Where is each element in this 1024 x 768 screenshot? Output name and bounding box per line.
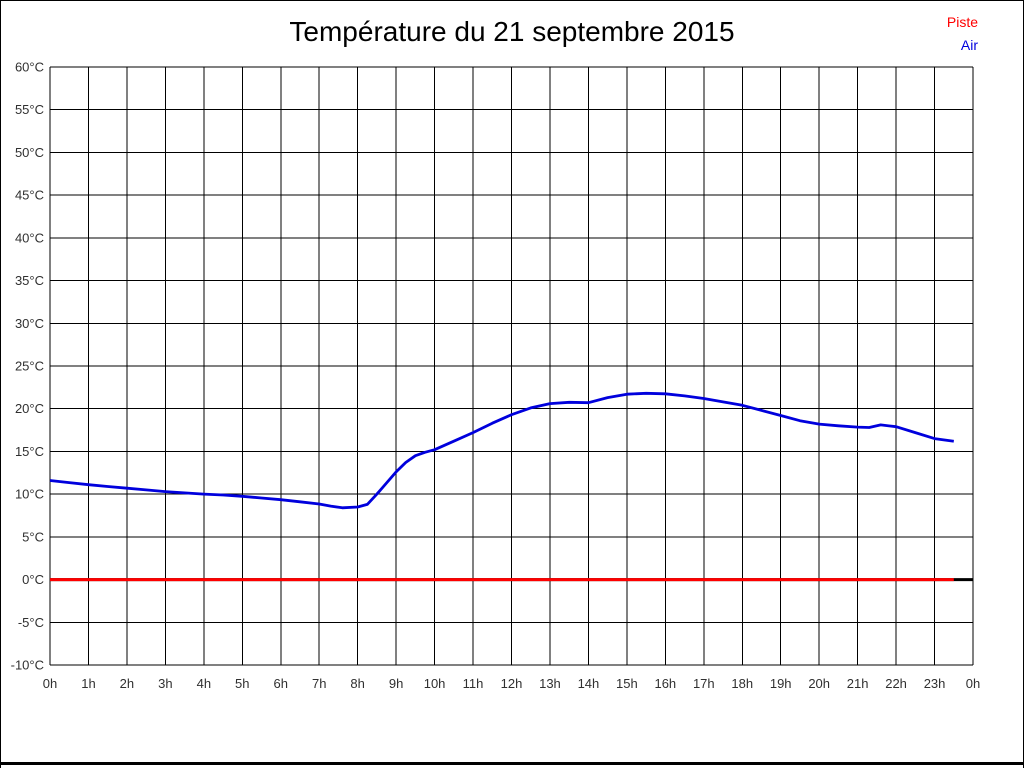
x-tick-label: 19h	[770, 676, 792, 691]
x-tick-label: 17h	[693, 676, 715, 691]
x-tick-label: 20h	[808, 676, 830, 691]
x-tick-label: 3h	[158, 676, 172, 691]
y-tick-label: 40°C	[15, 230, 44, 245]
y-tick-label: 10°C	[15, 487, 44, 502]
gridlines	[49, 66, 974, 666]
x-tick-label: 11h	[463, 676, 484, 691]
bottom-rule	[0, 762, 1024, 765]
x-tick-label: 2h	[120, 676, 134, 691]
y-tick-label: 5°C	[22, 529, 44, 544]
y-axis-labels: 60°C 55°C 50°C 45°C 40°C 35°C 30°C 25°C 20°C 15°C…	[11, 60, 44, 673]
y-tick-label: 0°C	[22, 572, 44, 587]
x-tick-label: 14h	[578, 676, 600, 691]
y-tick-label: 35°C	[15, 273, 44, 288]
y-tick-label: 60°C	[15, 60, 44, 75]
x-tick-label: 0h	[43, 676, 57, 691]
x-tick-label: 9h	[389, 676, 403, 691]
x-tick-label: 22h	[885, 676, 907, 691]
x-tick-label: 23h	[924, 676, 946, 691]
y-tick-label: 30°C	[15, 316, 44, 331]
x-tick-label: 6h	[274, 676, 288, 691]
y-tick-label: 50°C	[15, 145, 44, 160]
x-tick-label: 0h	[966, 676, 980, 691]
y-tick-label: -10°C	[11, 658, 44, 673]
chart-title: Température du 21 septembre 2015	[289, 16, 735, 47]
x-tick-label: 21h	[847, 676, 869, 691]
x-tick-label: 18h	[731, 676, 753, 691]
y-tick-label: 20°C	[15, 401, 44, 416]
legend-item-piste: Piste	[946, 14, 978, 30]
y-tick-label: 55°C	[15, 102, 44, 117]
y-tick-label: 15°C	[15, 444, 44, 459]
series-air	[49, 391, 954, 510]
legend-item-air: Air	[960, 37, 978, 53]
x-tick-label: 4h	[197, 676, 211, 691]
legend: Piste Air	[947, 11, 978, 57]
y-tick-label: -5°C	[18, 615, 44, 630]
x-axis-labels: 0h 1h 2h 3h 4h 5h 6h 7h 8h 9h 10h 11h 12h 13h 14h 15h 16…	[43, 676, 980, 691]
x-tick-label: 16h	[654, 676, 676, 691]
x-tick-label: 12h	[501, 676, 523, 691]
x-tick-label: 15h	[616, 676, 638, 691]
y-tick-label: 25°C	[15, 359, 44, 374]
x-tick-label: 13h	[539, 676, 561, 691]
x-tick-label: 8h	[350, 676, 364, 691]
x-tick-label: 5h	[235, 676, 249, 691]
x-tick-label: 7h	[312, 676, 326, 691]
y-tick-label: 45°C	[15, 188, 44, 203]
x-tick-label: 1h	[81, 676, 95, 691]
x-tick-label: 10h	[424, 676, 446, 691]
